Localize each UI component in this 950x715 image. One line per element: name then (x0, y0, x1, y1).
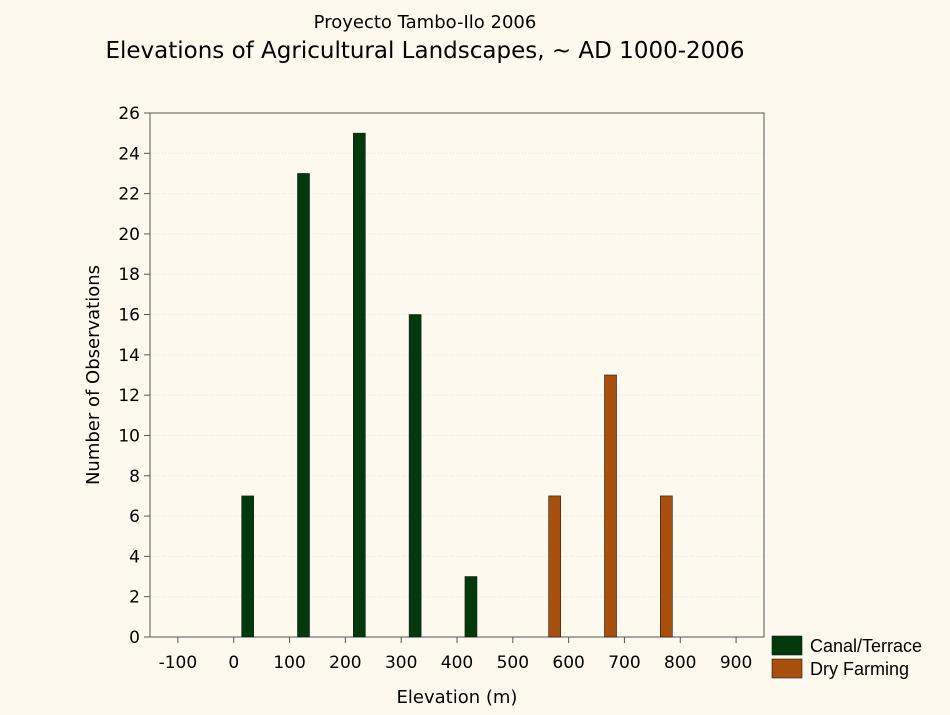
y-tick-label: 0 (129, 628, 140, 648)
y-tick-label: 18 (118, 265, 140, 285)
chart-subtitle: Proyecto Tambo-Ilo 2006 (313, 12, 537, 33)
legend-swatch (771, 635, 803, 656)
bar-canal-terrace (353, 132, 366, 638)
x-tick-label: 800 (664, 653, 696, 673)
legend-label: Canal/Terrace (810, 636, 922, 656)
x-tick-label: 900 (720, 653, 752, 673)
bar-dry-farming (548, 495, 561, 638)
x-axis: -100 0 100 200 300 400 500 600 700 800 900 (159, 637, 752, 673)
y-tick-label: 12 (118, 386, 140, 406)
bar-canal-terrace (464, 576, 478, 638)
bars (241, 132, 673, 638)
bar-dry-farming (604, 374, 617, 638)
x-tick-label: 400 (441, 653, 473, 673)
chart-title: Elevations of Agricultural Landscapes, ~… (105, 38, 745, 64)
y-axis-title: Number of Observations (83, 265, 104, 485)
bar-canal-terrace (241, 495, 254, 638)
legend-swatch (771, 658, 803, 679)
x-tick-label: 300 (385, 653, 417, 673)
y-tick-label: 16 (118, 306, 140, 326)
x-tick-label: 600 (552, 653, 584, 673)
x-tick-label: 200 (329, 653, 361, 673)
y-tick-label: 2 (129, 588, 140, 608)
bar-canal-terrace (297, 173, 310, 638)
y-tick-label: 10 (118, 426, 140, 446)
x-axis-title: Elevation (m) (397, 687, 518, 708)
x-tick-label: -100 (159, 653, 198, 673)
bar-canal-terrace (408, 314, 422, 638)
x-tick-label: 700 (608, 653, 640, 673)
y-tick-label: 6 (129, 507, 140, 527)
y-tick-label: 14 (118, 346, 140, 366)
y-tick-label: 22 (118, 185, 140, 205)
legend: Canal/Terrace Dry Farming (771, 635, 922, 679)
y-tick-label: 4 (129, 547, 140, 567)
y-tick-label: 26 (118, 104, 140, 124)
y-tick-label: 8 (129, 467, 140, 487)
y-tick-label: 24 (118, 144, 140, 164)
y-tick-label: 20 (118, 225, 140, 245)
legend-label: Dry Farming (810, 659, 909, 679)
x-tick-label: 0 (228, 653, 239, 673)
bar-dry-farming (660, 495, 673, 638)
x-tick-label: 500 (497, 653, 529, 673)
x-tick-label: 100 (273, 653, 305, 673)
